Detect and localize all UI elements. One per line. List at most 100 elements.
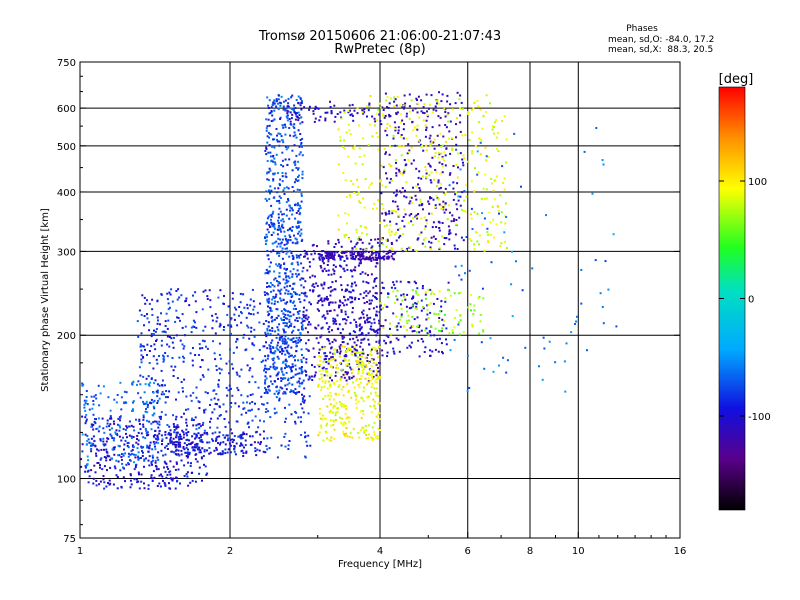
data-point — [186, 444, 188, 447]
data-point — [238, 314, 240, 317]
data-point — [428, 212, 431, 215]
data-point — [357, 251, 360, 254]
data-point — [353, 346, 356, 349]
data-point — [340, 388, 343, 391]
data-point — [179, 437, 182, 440]
data-point — [386, 123, 389, 126]
data-point — [286, 285, 289, 288]
data-point — [295, 136, 298, 139]
data-point — [383, 255, 386, 258]
data-point — [167, 442, 170, 445]
data-point — [322, 287, 325, 290]
data-point — [218, 414, 221, 417]
data-point — [281, 342, 284, 345]
data-point — [148, 455, 151, 458]
data-point — [349, 133, 352, 135]
data-point — [279, 266, 282, 269]
data-point — [301, 407, 304, 410]
data-point — [92, 403, 95, 406]
data-point — [361, 241, 364, 244]
data-point — [396, 96, 399, 98]
data-point — [265, 377, 268, 380]
data-point — [333, 398, 336, 401]
data-point — [177, 468, 180, 471]
data-point — [482, 297, 485, 300]
data-point — [375, 310, 378, 313]
data-point — [478, 332, 481, 335]
data-point — [162, 454, 165, 457]
data-point — [148, 350, 151, 352]
data-point — [130, 437, 133, 440]
data-point — [286, 117, 289, 119]
data-point — [390, 333, 393, 336]
data-point — [248, 337, 251, 340]
data-point — [407, 221, 410, 224]
data-point — [260, 395, 263, 398]
data-point — [266, 160, 269, 162]
data-point — [453, 338, 456, 341]
data-point — [278, 272, 281, 275]
data-point — [140, 361, 143, 364]
data-point — [296, 269, 299, 272]
data-point — [279, 282, 281, 285]
data-point — [455, 136, 457, 139]
data-point — [466, 113, 469, 115]
data-point — [361, 332, 363, 334]
data-point — [492, 189, 495, 192]
data-point — [265, 335, 268, 338]
data-point — [266, 286, 268, 288]
data-point — [401, 187, 404, 190]
data-point — [327, 394, 330, 397]
data-point — [383, 219, 386, 222]
data-point — [331, 358, 333, 361]
data-point — [291, 254, 294, 257]
data-point — [128, 459, 131, 462]
data-point — [147, 433, 150, 436]
data-point — [251, 357, 254, 360]
data-point — [347, 316, 350, 319]
data-point — [267, 107, 270, 109]
data-point — [200, 440, 203, 443]
data-point — [390, 230, 393, 233]
data-point — [138, 418, 141, 421]
data-point — [120, 396, 123, 399]
data-point — [280, 317, 283, 320]
data-point — [289, 300, 292, 303]
data-point — [300, 194, 303, 197]
data-point — [430, 181, 433, 184]
data-point — [417, 95, 420, 98]
data-point — [298, 207, 301, 210]
x-axis-ticks: 1 2 4 6 8 10 16 — [77, 532, 686, 557]
data-point — [281, 340, 284, 343]
data-point — [375, 363, 378, 366]
colorbar-tick-label: 0 — [748, 295, 754, 306]
data-point — [444, 115, 447, 118]
data-point — [378, 328, 381, 331]
data-point — [268, 124, 271, 127]
data-point — [172, 443, 174, 446]
data-point — [237, 389, 240, 392]
data-point — [267, 301, 270, 304]
data-point — [215, 446, 218, 449]
data-point — [375, 251, 378, 254]
data-point — [318, 253, 321, 256]
data-point — [150, 335, 153, 338]
data-point — [194, 453, 197, 456]
data-point — [131, 449, 134, 451]
data-point — [264, 272, 267, 275]
data-point — [158, 416, 161, 419]
data-point — [370, 386, 373, 388]
data-point — [415, 97, 418, 100]
data-point — [448, 230, 451, 233]
data-point — [99, 392, 102, 395]
data-point — [280, 135, 283, 138]
data-point — [146, 354, 148, 356]
data-point — [287, 275, 290, 278]
data-point — [394, 326, 397, 329]
data-point — [318, 412, 321, 415]
data-point — [184, 451, 187, 454]
data-point — [299, 278, 302, 281]
data-point — [160, 449, 163, 452]
data-point — [365, 256, 368, 259]
data-point — [340, 376, 343, 379]
